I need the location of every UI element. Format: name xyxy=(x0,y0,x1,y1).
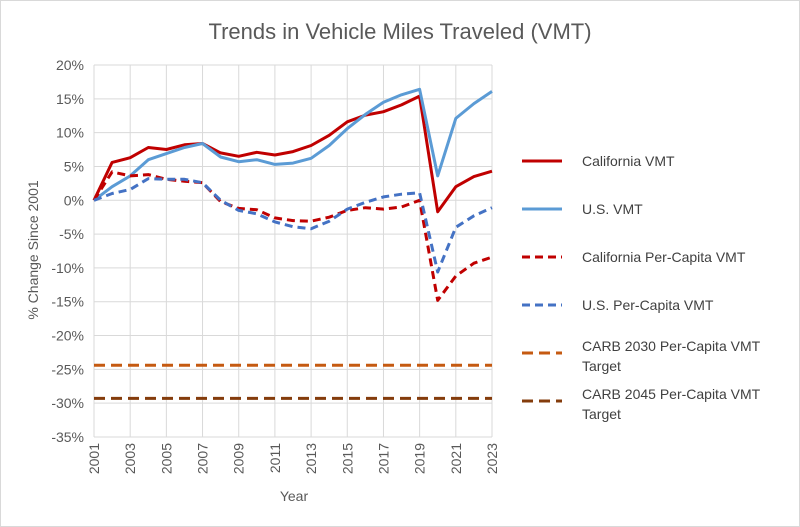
y-tick-label: -30% xyxy=(51,395,84,411)
legend-label-u-s-vmt: U.S. VMT xyxy=(582,201,643,217)
x-tick-label: 2001 xyxy=(86,443,102,474)
x-tick-label: 2013 xyxy=(303,443,319,474)
y-tick-label: -35% xyxy=(51,429,84,445)
x-tick-label: 2021 xyxy=(448,443,464,474)
legend-label-california-per-capita-vmt: California Per-Capita VMT xyxy=(582,249,746,265)
series-lines xyxy=(92,87,493,400)
y-tick-label: 15% xyxy=(56,91,84,107)
x-axis-title: Year xyxy=(280,488,309,504)
series-line-california-per-capita-vmt xyxy=(92,170,493,302)
x-tick-label: 2007 xyxy=(195,443,211,474)
series-line-u-s-per-capita-vmt xyxy=(93,177,493,274)
x-tick-label: 2015 xyxy=(339,443,355,474)
x-tick-label: 2023 xyxy=(484,443,500,474)
y-tick-label: 5% xyxy=(64,158,84,174)
series-line-u-s-vmt xyxy=(93,87,493,202)
x-tick-label: 2009 xyxy=(231,443,247,474)
y-tick-label: -20% xyxy=(51,328,84,344)
gridlines xyxy=(93,64,493,438)
legend-label-u-s-per-capita-vmt: U.S. Per-Capita VMT xyxy=(582,297,714,313)
y-tick-label: 0% xyxy=(64,192,84,208)
series-line-california-vmt xyxy=(92,94,493,214)
legend: California VMT U.S. VMT California Per-Cap… xyxy=(522,153,761,422)
legend-label-carb-2030-per-capita-vmt-target: Target xyxy=(582,358,621,374)
x-tick-label: 2017 xyxy=(375,443,391,474)
x-tick-label: 2019 xyxy=(412,443,428,474)
y-tick-label: -15% xyxy=(51,294,84,310)
y-tick-label: -25% xyxy=(51,361,84,377)
legend-label-carb-2030-per-capita-vmt-target: CARB 2030 Per-Capita VMT xyxy=(582,338,761,354)
x-tick-label: 2003 xyxy=(122,443,138,474)
x-tick-label: 2005 xyxy=(158,443,174,474)
legend-label-california-vmt: California VMT xyxy=(582,153,675,169)
chart-title: Trends in Vehicle Miles Traveled (VMT) xyxy=(208,19,591,44)
y-tick-label: -5% xyxy=(59,226,84,242)
legend-label-carb-2045-per-capita-vmt-target: CARB 2045 Per-Capita VMT xyxy=(582,386,761,402)
y-tick-label: -10% xyxy=(51,260,84,276)
y-tick-label: 20% xyxy=(56,57,84,73)
y-tick-label: 10% xyxy=(56,125,84,141)
y-axis-ticks: 20% 15% 10% 5% 0% -5% -10% -15% -20% -25% -30% -35% xyxy=(51,57,84,445)
x-tick-label: 2011 xyxy=(267,443,283,473)
legend-label-carb-2045-per-capita-vmt-target: Target xyxy=(582,406,621,422)
x-axis-ticks: 2001 2003 2005 2007 2009 2011 2013 2015 2017 2019… xyxy=(86,443,500,474)
y-axis-title: % Change Since 2001 xyxy=(25,180,41,320)
